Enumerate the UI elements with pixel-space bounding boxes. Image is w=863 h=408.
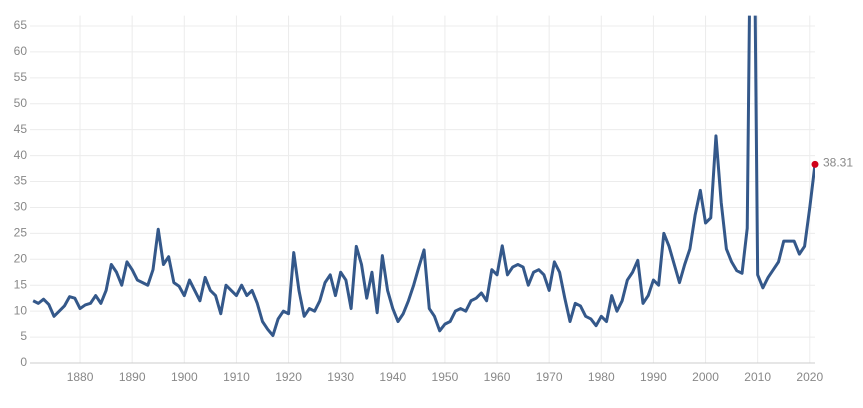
y-tick-label: 60	[14, 44, 28, 58]
y-tick-label: 15	[14, 277, 28, 291]
y-tick-label: 30	[14, 200, 28, 214]
x-tick-label: 1950	[432, 370, 459, 384]
y-tick-label: 65	[14, 18, 28, 32]
x-tick-label: 2010	[744, 370, 771, 384]
y-tick-label: 20	[14, 251, 28, 265]
y-tick-label: 25	[14, 226, 28, 240]
x-tick-label: 1900	[171, 370, 198, 384]
y-tick-label: 45	[14, 122, 28, 136]
x-tick-label: 1990	[640, 370, 667, 384]
y-tick-label: 0	[20, 355, 27, 369]
x-tick-label: 2020	[796, 370, 823, 384]
x-tick-label: 2000	[692, 370, 719, 384]
x-tick-label: 1930	[327, 370, 354, 384]
x-tick-label: 1960	[484, 370, 511, 384]
y-tick-label: 50	[14, 96, 28, 110]
pe-line	[32, 15, 815, 338]
x-tick-label: 1880	[67, 370, 94, 384]
last-point	[811, 160, 819, 168]
x-tick-label: 1980	[588, 370, 615, 384]
x-tick-label: 1890	[119, 370, 146, 384]
x-tick-label: 1920	[275, 370, 302, 384]
x-tick-label: 1940	[379, 370, 406, 384]
last-value-label: 38.31	[823, 156, 853, 170]
y-tick-label: 35	[14, 174, 28, 188]
y-tick-label: 40	[14, 148, 28, 162]
x-tick-label: 1910	[223, 370, 250, 384]
y-tick-label: 55	[14, 70, 28, 84]
y-tick-label: 10	[14, 303, 28, 317]
y-tick-label: 5	[20, 329, 27, 343]
x-tick-label: 1970	[536, 370, 563, 384]
